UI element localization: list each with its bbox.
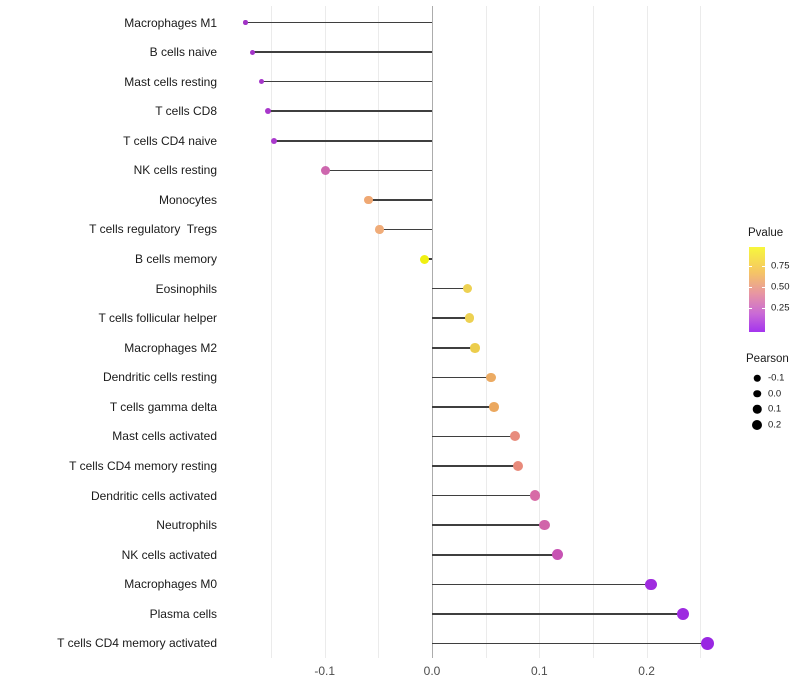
x-gridline	[324, 6, 326, 658]
pvalue-bar-tick-mark	[762, 287, 765, 288]
pearson-legend-label: 0.0	[768, 388, 782, 399]
category-label: Plasma cells	[149, 606, 217, 621]
pearson-legend-dot	[752, 404, 762, 414]
x-axis-tick-label: 0.2	[638, 664, 655, 678]
pvalue-bar-tick-mark	[762, 308, 765, 309]
category-label: Monocytes	[158, 192, 217, 207]
pvalue-tick-label: 0.75	[771, 260, 790, 272]
lollipop-stick	[432, 406, 495, 408]
data-point-dot	[489, 402, 499, 412]
lollipop-stick	[274, 140, 432, 142]
category-label: Macrophages M1	[124, 15, 217, 30]
data-point-dot	[243, 20, 248, 25]
data-point-dot	[509, 431, 520, 442]
x-axis-tick-label: -0.1	[314, 664, 336, 678]
pvalue-bar-tick-mark	[749, 266, 752, 267]
x-gridline	[646, 6, 648, 658]
data-point-dot	[375, 225, 384, 234]
pvalue-gradient-bar	[749, 247, 765, 332]
pvalue-bar-tick-mark	[749, 287, 752, 288]
category-label: T cells regulatory Tregs	[89, 222, 217, 237]
category-label: T cells CD4 naive	[123, 133, 217, 148]
category-label: NK cells activated	[121, 547, 217, 562]
data-point-dot	[539, 519, 550, 531]
category-label: Macrophages M2	[124, 340, 217, 355]
pvalue-bar-tick-mark	[762, 266, 765, 267]
pearson-legend-dot	[752, 419, 762, 430]
category-label: Dendritic cells activated	[90, 488, 217, 503]
lollipop-stick	[432, 317, 470, 319]
lollipop-stick	[432, 465, 518, 467]
category-label: T cells CD4 memory resting	[69, 459, 217, 474]
data-point-dot	[258, 78, 265, 85]
data-point-dot	[464, 313, 475, 323]
lollipop-stick	[432, 583, 651, 586]
data-point-dot	[264, 108, 271, 115]
data-point-dot	[462, 283, 473, 294]
lollipop-stick	[432, 287, 468, 290]
lollipop-stick	[261, 80, 432, 83]
data-point-dot	[552, 549, 564, 561]
pvalue-bar-tick-mark	[749, 308, 752, 309]
lollipop-stick	[432, 642, 708, 645]
data-point-dot	[419, 254, 429, 264]
lollipop-stick	[368, 199, 432, 201]
category-label: Neutrophils	[156, 518, 217, 533]
lollipop-stick	[252, 51, 432, 53]
category-label: T cells gamma delta	[109, 399, 217, 414]
category-label: B cells memory	[134, 252, 217, 267]
pearson-legend-label: -0.1	[768, 372, 785, 384]
category-label: Mast cells activated	[112, 429, 217, 444]
category-label: Macrophages M0	[124, 577, 217, 592]
data-point-dot	[512, 461, 523, 472]
category-label: Dendritic cells resting	[102, 370, 217, 385]
x-gridline	[700, 6, 702, 658]
data-point-dot	[250, 49, 256, 55]
x-axis-tick-label: 0.0	[423, 664, 441, 678]
x-gridline	[592, 6, 594, 658]
pearson-legend-label: 0.2	[768, 419, 782, 430]
category-label: T cells CD8	[155, 104, 217, 119]
lollipop-stick	[432, 376, 491, 379]
category-label: T cells follicular helper	[98, 311, 218, 326]
lollipop-stick	[432, 554, 558, 556]
lollipop-stick	[432, 435, 515, 438]
x-gridline	[539, 6, 541, 658]
lollipop-stick	[432, 613, 684, 615]
category-label: Mast cells resting	[124, 74, 217, 89]
data-point-dot	[321, 165, 331, 175]
lollipop-stick	[379, 228, 432, 231]
pearson-legend-dot	[753, 389, 761, 398]
lollipop-stick	[432, 347, 475, 349]
category-label: T cells CD4 memory activated	[57, 636, 217, 651]
lollipop-stick	[245, 21, 432, 24]
category-label: Eosinophils	[155, 281, 217, 296]
category-label: B cells naive	[149, 45, 217, 60]
pearson-legend-label: 0.1	[768, 403, 782, 415]
data-point-dot	[486, 372, 496, 383]
pearson-legend-dot	[753, 374, 761, 382]
lollipop-stick	[432, 494, 535, 497]
x-axis-tick-label: 0.1	[530, 664, 548, 678]
data-point-dot	[364, 195, 373, 205]
data-point-dot	[271, 137, 278, 144]
pvalue-legend-title: Pvalue	[748, 227, 784, 239]
x-gridline	[271, 6, 273, 658]
data-point-dot	[470, 343, 480, 353]
lollipop-stick	[432, 524, 545, 526]
pvalue-tick-label: 0.50	[771, 281, 790, 293]
pearson-legend-title: Pearson	[746, 353, 789, 365]
data-point-dot	[529, 490, 541, 501]
lollipop-stick	[267, 110, 432, 112]
x-gridline	[485, 6, 487, 658]
data-point-dot	[676, 607, 690, 621]
pvalue-tick-label: 0.25	[771, 302, 790, 314]
x-gridline	[378, 6, 380, 658]
lollipop-stick	[325, 169, 432, 172]
category-label: NK cells resting	[133, 163, 217, 178]
data-point-dot	[645, 578, 657, 591]
data-point-dot	[701, 636, 715, 650]
zero-axis-line	[432, 6, 433, 658]
